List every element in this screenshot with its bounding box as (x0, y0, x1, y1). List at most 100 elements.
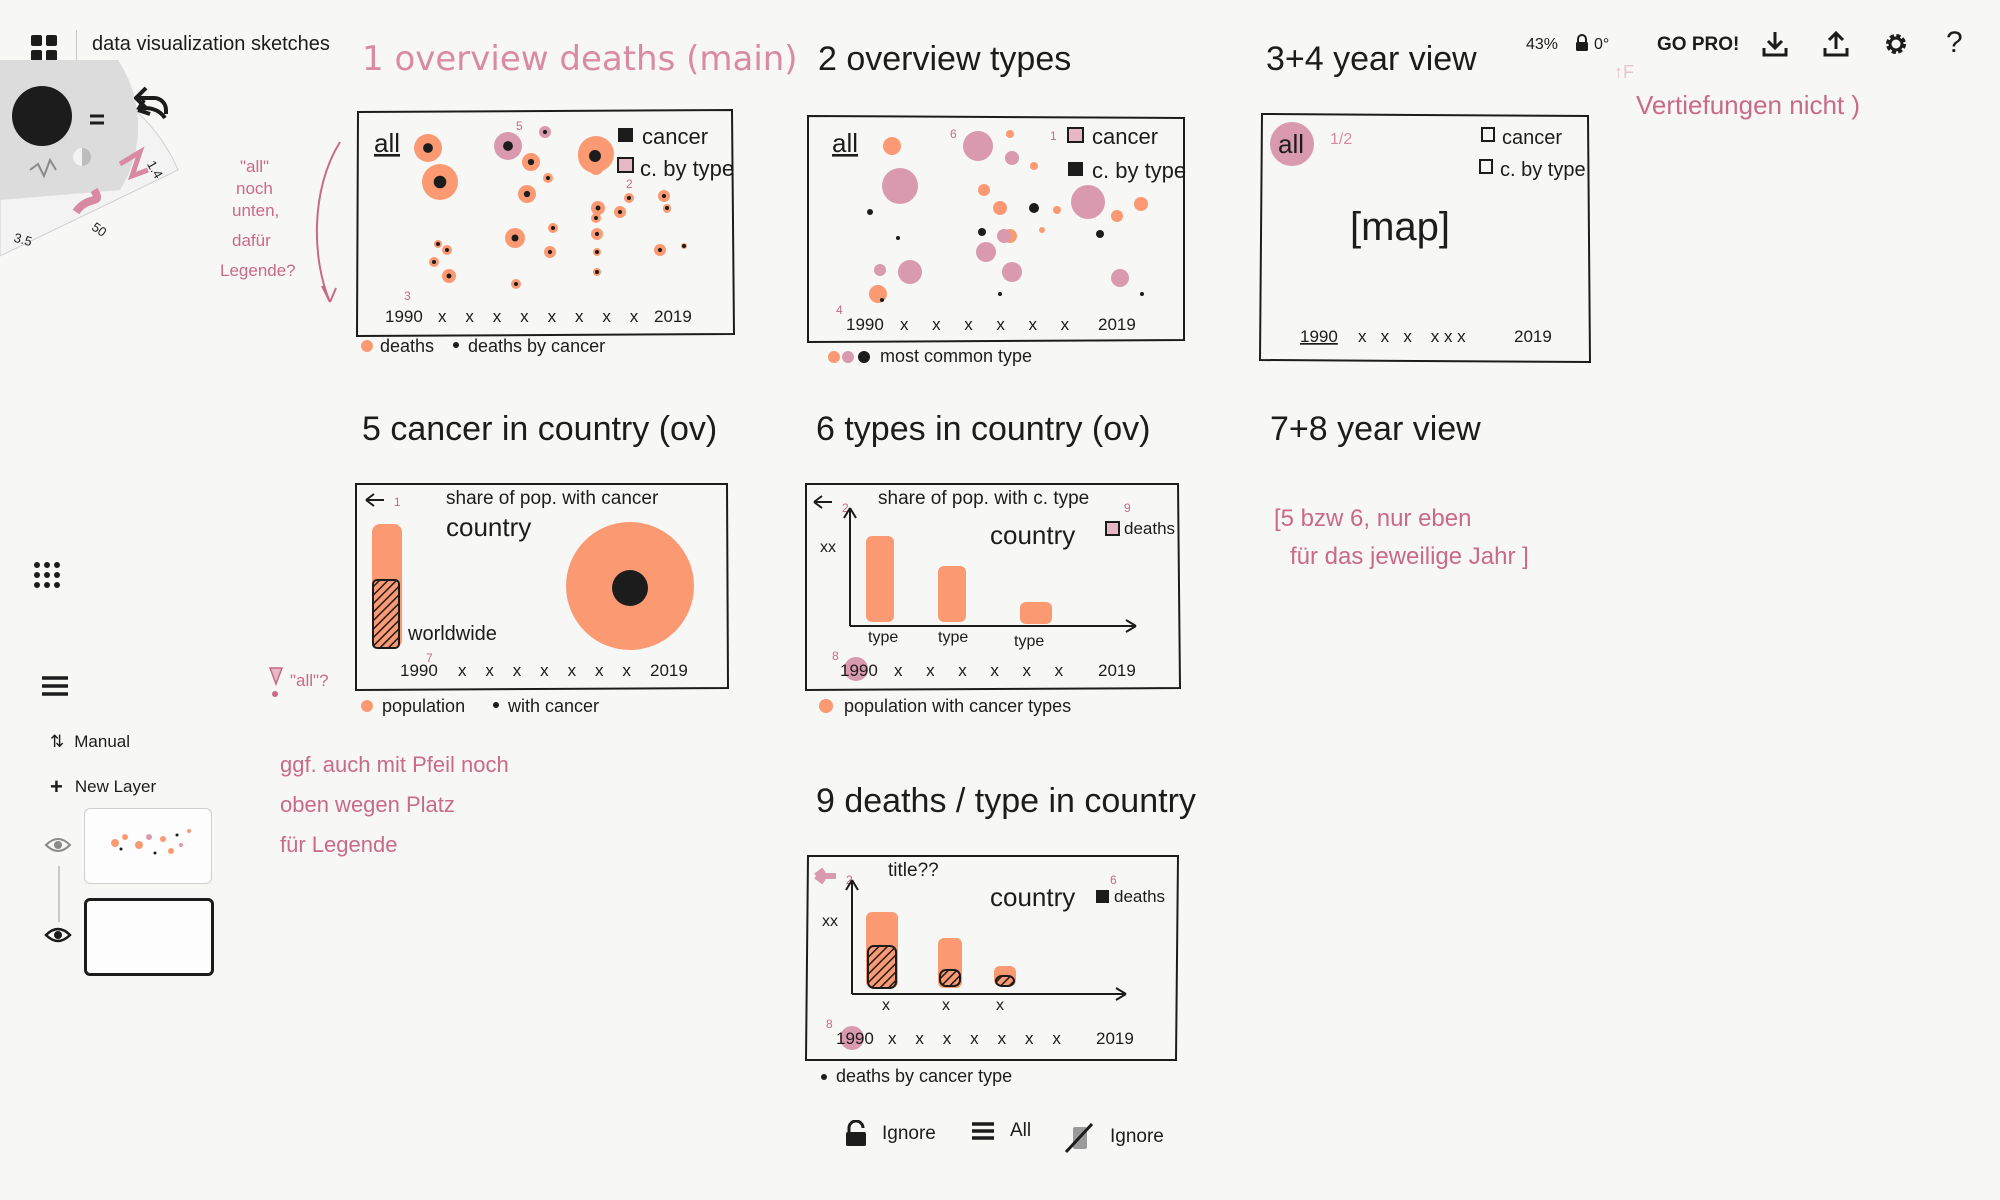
svg-text:noch: noch (236, 179, 273, 198)
svg-text:↑F: ↑F (1614, 62, 1634, 82)
bubble-type (1030, 162, 1038, 170)
bubble-cancer (617, 209, 623, 215)
sketch-2-x-end: 2019 (1098, 315, 1136, 334)
sketch-5-frame (355, 483, 730, 692)
new-layer-button[interactable]: + New Layer (50, 774, 157, 799)
bubble-cancer (527, 158, 535, 166)
bubble-type (869, 285, 887, 303)
sketch-2-bubbles (867, 130, 1148, 303)
layers-all-button[interactable]: All (970, 1120, 1031, 1142)
upload-share-icon[interactable] (1822, 30, 1850, 58)
bubble-type (976, 242, 996, 262)
svg-text:x: x (996, 997, 1004, 1014)
bar-type-2-deaths (939, 969, 961, 987)
document-title[interactable]: data visualization sketches (92, 33, 330, 55)
sketch-2-overview-types: 2 overview types all cancer c. by type 1… (807, 40, 1186, 366)
svg-text:2: 2 (846, 873, 853, 887)
layer-connector (58, 866, 60, 922)
svg-text:7: 7 (426, 651, 433, 665)
bubble-type (1053, 206, 1061, 214)
svg-text:x x x x x: x x x x x x (900, 315, 1070, 334)
bubble-type (874, 264, 886, 276)
bubble-type (1039, 227, 1045, 233)
side-note-legend-arrow: ggf. auch mit Pfeil noch oben wegen Plat… (280, 752, 509, 857)
lock-rotation-icon[interactable] (1575, 34, 1589, 52)
layer-2-thumbnail-selected[interactable] (84, 898, 214, 976)
gallery-grid-icon[interactable] (30, 34, 58, 62)
svg-text:dafür: dafür (232, 231, 271, 250)
layer-1-visibility-eye-icon[interactable] (44, 836, 72, 854)
bubble-type (883, 137, 901, 155)
bubble-cancer (433, 175, 447, 189)
bubble-type (882, 168, 918, 204)
svg-text:für das jeweilige Jahr ]: für das jeweilige Jahr ] (1290, 543, 1529, 570)
bubble-type (1071, 185, 1105, 219)
sketch-5-country: country (446, 512, 531, 542)
bubble-cancer (595, 250, 599, 254)
bar-type-3 (1020, 602, 1052, 624)
sketch-1-bubbles (414, 126, 687, 289)
svg-text:1/2: 1/2 (1330, 131, 1352, 148)
svg-text:6: 6 (950, 127, 957, 141)
svg-text:6: 6 (1110, 873, 1117, 887)
svg-text:1990: 1990 (1300, 327, 1338, 346)
svg-text:ggf. auch mit Pfeil noch: ggf. auch mit Pfeil noch (280, 752, 509, 777)
ruler-ignore-button[interactable]: Ignore (1062, 1120, 1164, 1154)
layers-stack-icon[interactable] (40, 674, 70, 698)
svg-text:1: 1 (1050, 129, 1057, 143)
sketch-1-side-note: "all" noch unten, dafür Legende? (220, 141, 341, 303)
lock-layer-ignore-button[interactable]: Ignore (844, 1120, 936, 1148)
bubble-cancer (589, 150, 601, 162)
bubble-cancer (503, 141, 513, 151)
svg-text:type: type (938, 629, 968, 646)
sketch-5-side-note: "all"? (268, 667, 329, 697)
bubble-cancer (547, 249, 553, 255)
svg-text:Legende?: Legende? (220, 261, 296, 280)
plus-icon: + (50, 774, 63, 799)
bubble-cancer (511, 234, 519, 242)
sketch-1-heading: 1 overview deaths (main) (362, 39, 798, 79)
bubble-type (963, 131, 993, 161)
bubble-cancer (661, 193, 667, 199)
bubble-cancer (546, 176, 550, 180)
svg-text:oben wegen Platz: oben wegen Platz (280, 792, 455, 817)
svg-text:5: 5 (516, 119, 523, 133)
go-pro-button[interactable]: GO PRO! (1657, 34, 1740, 55)
bubble-cancer (446, 273, 452, 279)
bubble-type (998, 292, 1002, 296)
bubble-cancer (594, 216, 598, 220)
svg-text:2: 2 (842, 501, 849, 515)
svg-text:Vertiefungen nicht ): Vertiefungen nicht ) (1636, 90, 1860, 120)
bubble-cancer (423, 143, 433, 153)
svg-text:1990: 1990 (840, 661, 878, 680)
layer-1-thumbnail[interactable] (84, 808, 212, 884)
tool-wheel[interactable] (0, 60, 190, 265)
sketch-1-tag: all (374, 128, 400, 158)
sketch-3-4-map: [map] (1350, 205, 1450, 249)
bubble-type (1111, 269, 1129, 287)
bubble-type (1140, 292, 1144, 296)
sketch-2-x-start: 1990 (846, 315, 884, 334)
sketch-1-overview-deaths: 1 overview deaths (main) all cancer c. b… (355, 39, 798, 356)
svg-text:2: 2 (626, 177, 633, 191)
svg-text:x x x x x x: x x x x x x x (888, 1029, 1061, 1048)
more-tools-grid-icon[interactable] (32, 560, 62, 590)
layer-2-visibility-eye-icon[interactable] (44, 926, 72, 944)
svg-text:2019: 2019 (1098, 661, 1136, 680)
sketch-3-4-year-view: 3+4 year view all 1/2 cancer c. by type … (1258, 40, 1592, 364)
settings-gear-icon[interactable] (1882, 30, 1910, 58)
svg-text:3: 3 (404, 289, 411, 303)
layer-mode-manual[interactable]: ⇅ Manual (50, 732, 131, 751)
sketch-9-deaths-per-type: 9 deaths / type in country 2 title?? cou… (804, 782, 1196, 1086)
sketch-2-legend-type: c. by type (1092, 158, 1186, 183)
download-icon[interactable] (1761, 30, 1789, 58)
svg-text:[5 bzw 6, nur eben: [5 bzw 6, nur eben (1274, 505, 1471, 532)
sketch-2-heading: 2 overview types (818, 40, 1071, 78)
svg-text:x x x x x: x x x x x x (894, 661, 1064, 680)
undo-icon[interactable] (134, 84, 170, 116)
bar-type-1 (866, 536, 894, 622)
help-button[interactable]: ? (1946, 26, 1963, 59)
svg-text:x x x x x x: x x x x x x x (458, 661, 631, 680)
svg-text:population with cancer types: population with cancer types (844, 696, 1071, 716)
